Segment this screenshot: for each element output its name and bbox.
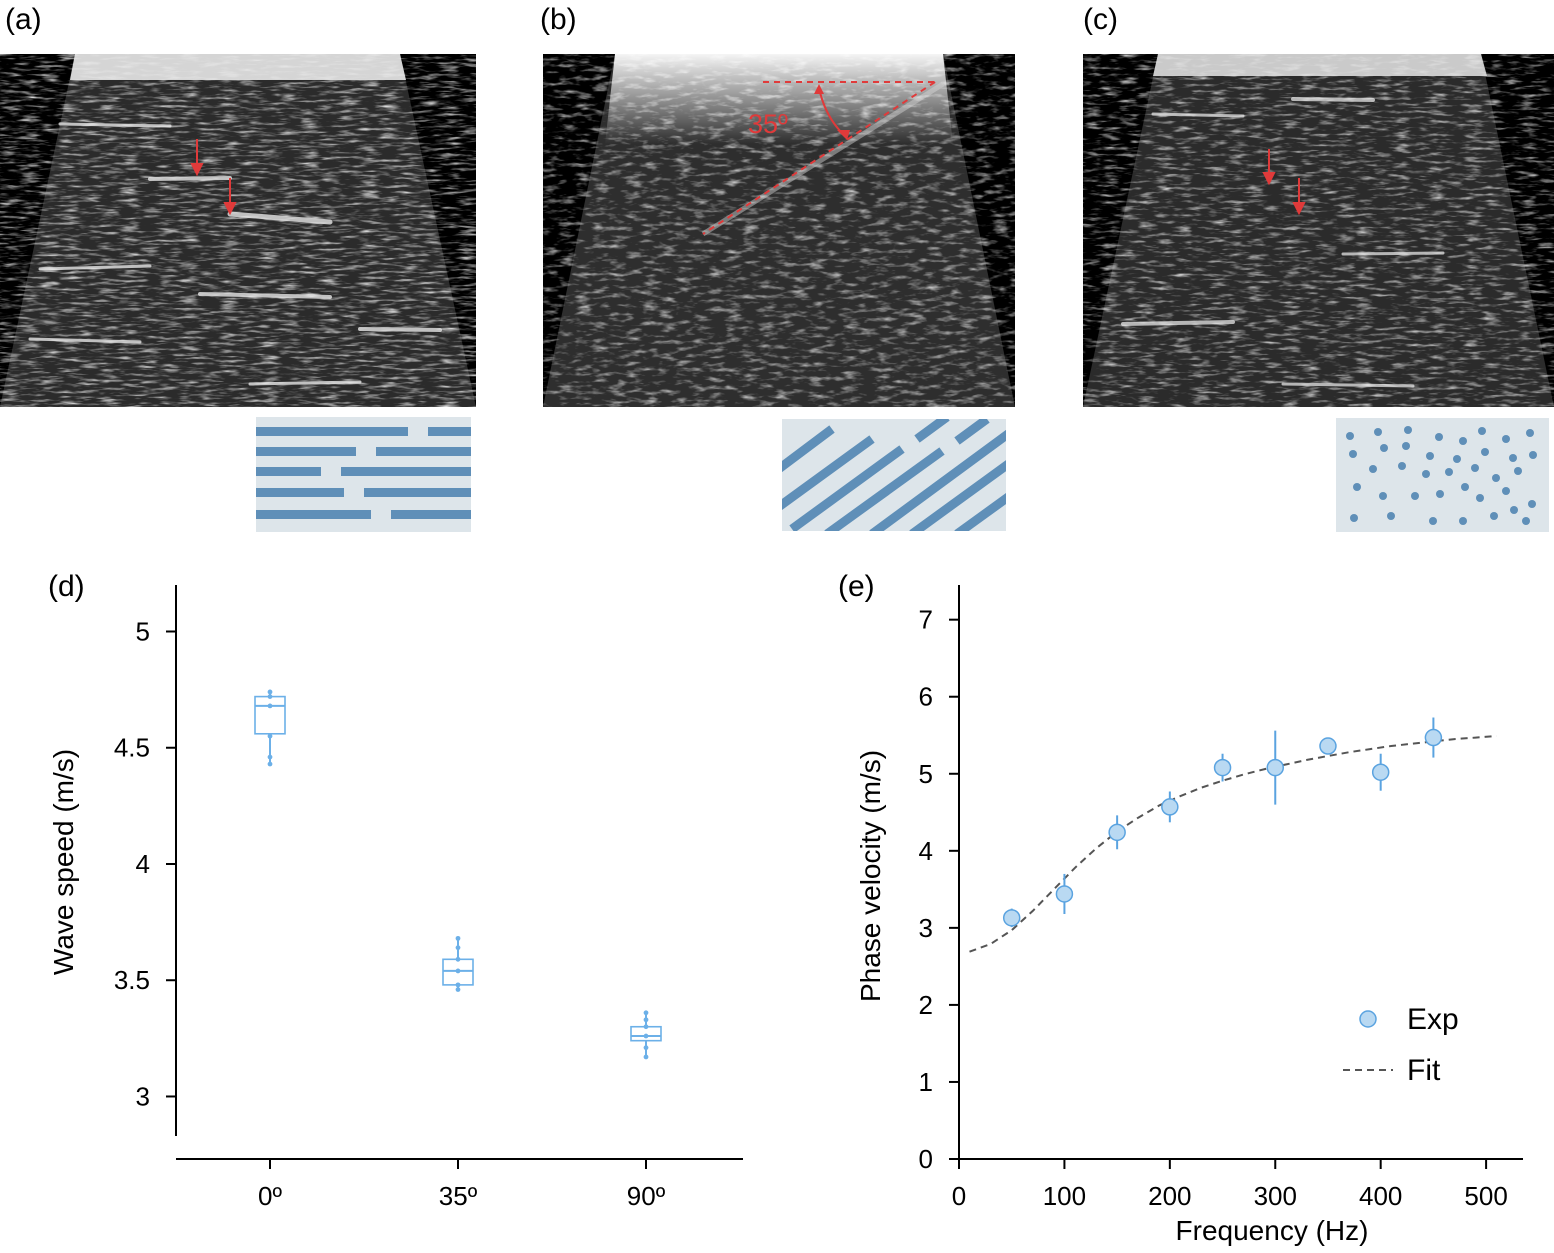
y-tick-label: 2: [919, 990, 933, 1020]
legend-marker-exp: [1359, 1010, 1377, 1028]
data-point: [267, 694, 273, 699]
y-tick-label: 5: [136, 616, 150, 646]
data-point: [267, 761, 273, 767]
panel-label-a: (a): [5, 3, 42, 36]
chart-phase-velocity: (e) 0 1 2 3 4 5 6 7 0 100 200 300 400 50…: [838, 570, 1523, 1246]
ultrasound-image-b: 35º: [543, 54, 1015, 407]
y-tick-label: 4.5: [114, 733, 150, 763]
exp-point: [1002, 909, 1021, 927]
y-tick-label: 3: [919, 913, 933, 943]
exp-point: [1319, 737, 1337, 755]
exp-point: [1371, 763, 1390, 781]
data-point: [455, 945, 461, 951]
angle-annotation: 35º: [748, 109, 788, 139]
y-ticks: 0 1 2 3 4 5 6 7: [919, 605, 959, 1174]
data-point: [455, 956, 461, 962]
y-tick-label: 0: [919, 1144, 933, 1174]
data-point: [643, 1045, 649, 1051]
data-point: [643, 1033, 649, 1039]
exp-point: [1213, 758, 1232, 777]
x-tick-label: 100: [1043, 1181, 1086, 1211]
box-group: [254, 689, 662, 1060]
x-tick-label: 35º: [439, 1181, 478, 1211]
panel-label-e: (e): [838, 570, 875, 603]
y-axis-label: Phase velocity (m/s): [855, 750, 886, 1002]
x-tick-label: 90º: [627, 1181, 666, 1211]
exp-point: [1424, 728, 1443, 747]
y-tick-label: 1: [919, 1067, 933, 1097]
fit-curve: [969, 735, 1497, 953]
data-point: [643, 1024, 649, 1030]
schematic-dots: [1336, 418, 1549, 532]
y-tick-label: 5: [919, 759, 933, 789]
legend: Exp Fit: [1343, 1003, 1459, 1087]
data-point: [455, 987, 461, 992]
y-ticks: 3 3.5 4 4.5 5: [114, 616, 176, 1111]
exp-point: [1108, 823, 1126, 842]
x-tick-label: 0º: [258, 1181, 282, 1211]
panel-label-b: (b): [540, 3, 577, 36]
data-point: [643, 1010, 649, 1016]
schematic-horizontal-fibers: [256, 417, 471, 532]
data-point: [267, 754, 273, 760]
exp-point: [1161, 798, 1179, 816]
exp-points: [1002, 717, 1443, 928]
x-tick-label: 200: [1148, 1181, 1191, 1211]
data-point: [643, 1017, 649, 1023]
y-tick-label: 3: [136, 1081, 150, 1111]
x-tick-label: 400: [1359, 1181, 1402, 1211]
panel-label-d: (d): [48, 570, 85, 603]
x-ticks: 0º 35º 90º: [258, 1159, 666, 1211]
x-tick-label: 500: [1464, 1181, 1507, 1211]
box-iqr: [254, 695, 286, 735]
panel-label-c: (c): [1083, 3, 1118, 36]
y-tick-label: 7: [919, 605, 933, 635]
x-tick-label: 0: [952, 1181, 966, 1211]
data-point: [267, 689, 273, 695]
data-point: [643, 1054, 649, 1060]
ultrasound-image-a: [0, 54, 476, 407]
y-tick-label: 4: [919, 836, 933, 866]
data-point: [455, 968, 461, 974]
y-tick-label: 6: [919, 682, 933, 712]
data-point: [455, 935, 461, 941]
chart-wave-speed: (d) 3 3.5 4 4.5 5 0º 35º 90º Wave speed …: [48, 570, 743, 1211]
y-tick-label: 4: [136, 849, 150, 879]
legend-label-fit: Fit: [1407, 1054, 1441, 1087]
x-tick-label: 300: [1254, 1181, 1297, 1211]
exp-point: [1055, 885, 1074, 903]
data-point: [455, 982, 461, 988]
schematic-diagonal-fibers: [782, 419, 1006, 531]
data-point: [267, 703, 273, 709]
ultrasound-image-c: [1083, 54, 1554, 407]
x-axis-label: Frequency (Hz): [1176, 1215, 1369, 1246]
exp-point: [1266, 758, 1285, 777]
y-axis-label: Wave speed (m/s): [48, 749, 79, 975]
y-tick-label: 3.5: [114, 965, 150, 995]
data-point: [267, 733, 273, 739]
legend-label-exp: Exp: [1407, 1003, 1459, 1036]
x-ticks: 0 100 200 300 400 500: [952, 1159, 1508, 1211]
